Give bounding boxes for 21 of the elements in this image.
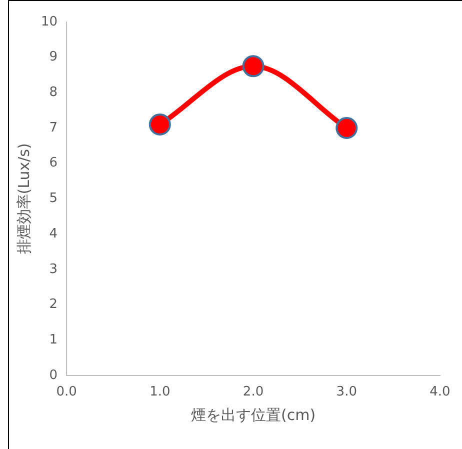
y-tick-label: 8 [49,85,58,100]
x-tick-label: 4.0 [430,384,450,400]
y-tick-label: 2 [49,297,58,312]
x-tick-label: 3.0 [336,384,357,400]
y-tick-label: 4 [49,226,58,242]
point [336,117,358,140]
y-tick-label: 5 [49,191,58,206]
x-tick-label: 2.0 [242,384,264,400]
x-tick-label: 1.0 [150,384,170,400]
y-tick-label: 6 [49,156,58,171]
y-tick-label: 3 [49,262,58,277]
x-axis-title: 煙を出す位置(cm) [190,406,316,424]
point [242,55,264,78]
point [148,113,171,136]
y-tick-label: 7 [49,120,58,136]
y-tick-label: 9 [49,50,58,65]
y-tick-label: 1 [49,332,58,348]
x-tick-label: 0.0 [56,384,77,400]
y-tick-label: 10 [40,14,58,30]
y-axis-title: 排煙効率(Lux/s) [14,143,33,254]
y-tick-label: 0 [49,368,58,383]
